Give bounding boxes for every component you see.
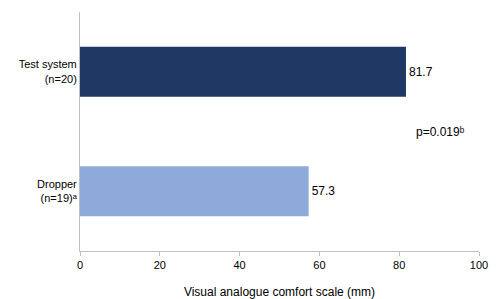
svg-text:p=0.019ᵇ: p=0.019ᵇ: [416, 125, 465, 139]
svg-text:20: 20: [154, 259, 166, 271]
svg-text:0: 0: [77, 259, 83, 271]
svg-text:40: 40: [233, 259, 245, 271]
svg-text:57.3: 57.3: [312, 184, 336, 198]
svg-text:100: 100: [470, 259, 488, 271]
svg-text:Visual analogue comfort scale: Visual analogue comfort scale (mm): [184, 285, 375, 299]
svg-text:81.7: 81.7: [409, 65, 433, 79]
svg-text:80: 80: [393, 259, 405, 271]
svg-text:Test system(n=20): Test system(n=20): [19, 58, 77, 84]
svg-text:Dropper(n=19)ᵃ: Dropper(n=19)ᵃ: [37, 178, 78, 204]
svg-text:60: 60: [313, 259, 325, 271]
